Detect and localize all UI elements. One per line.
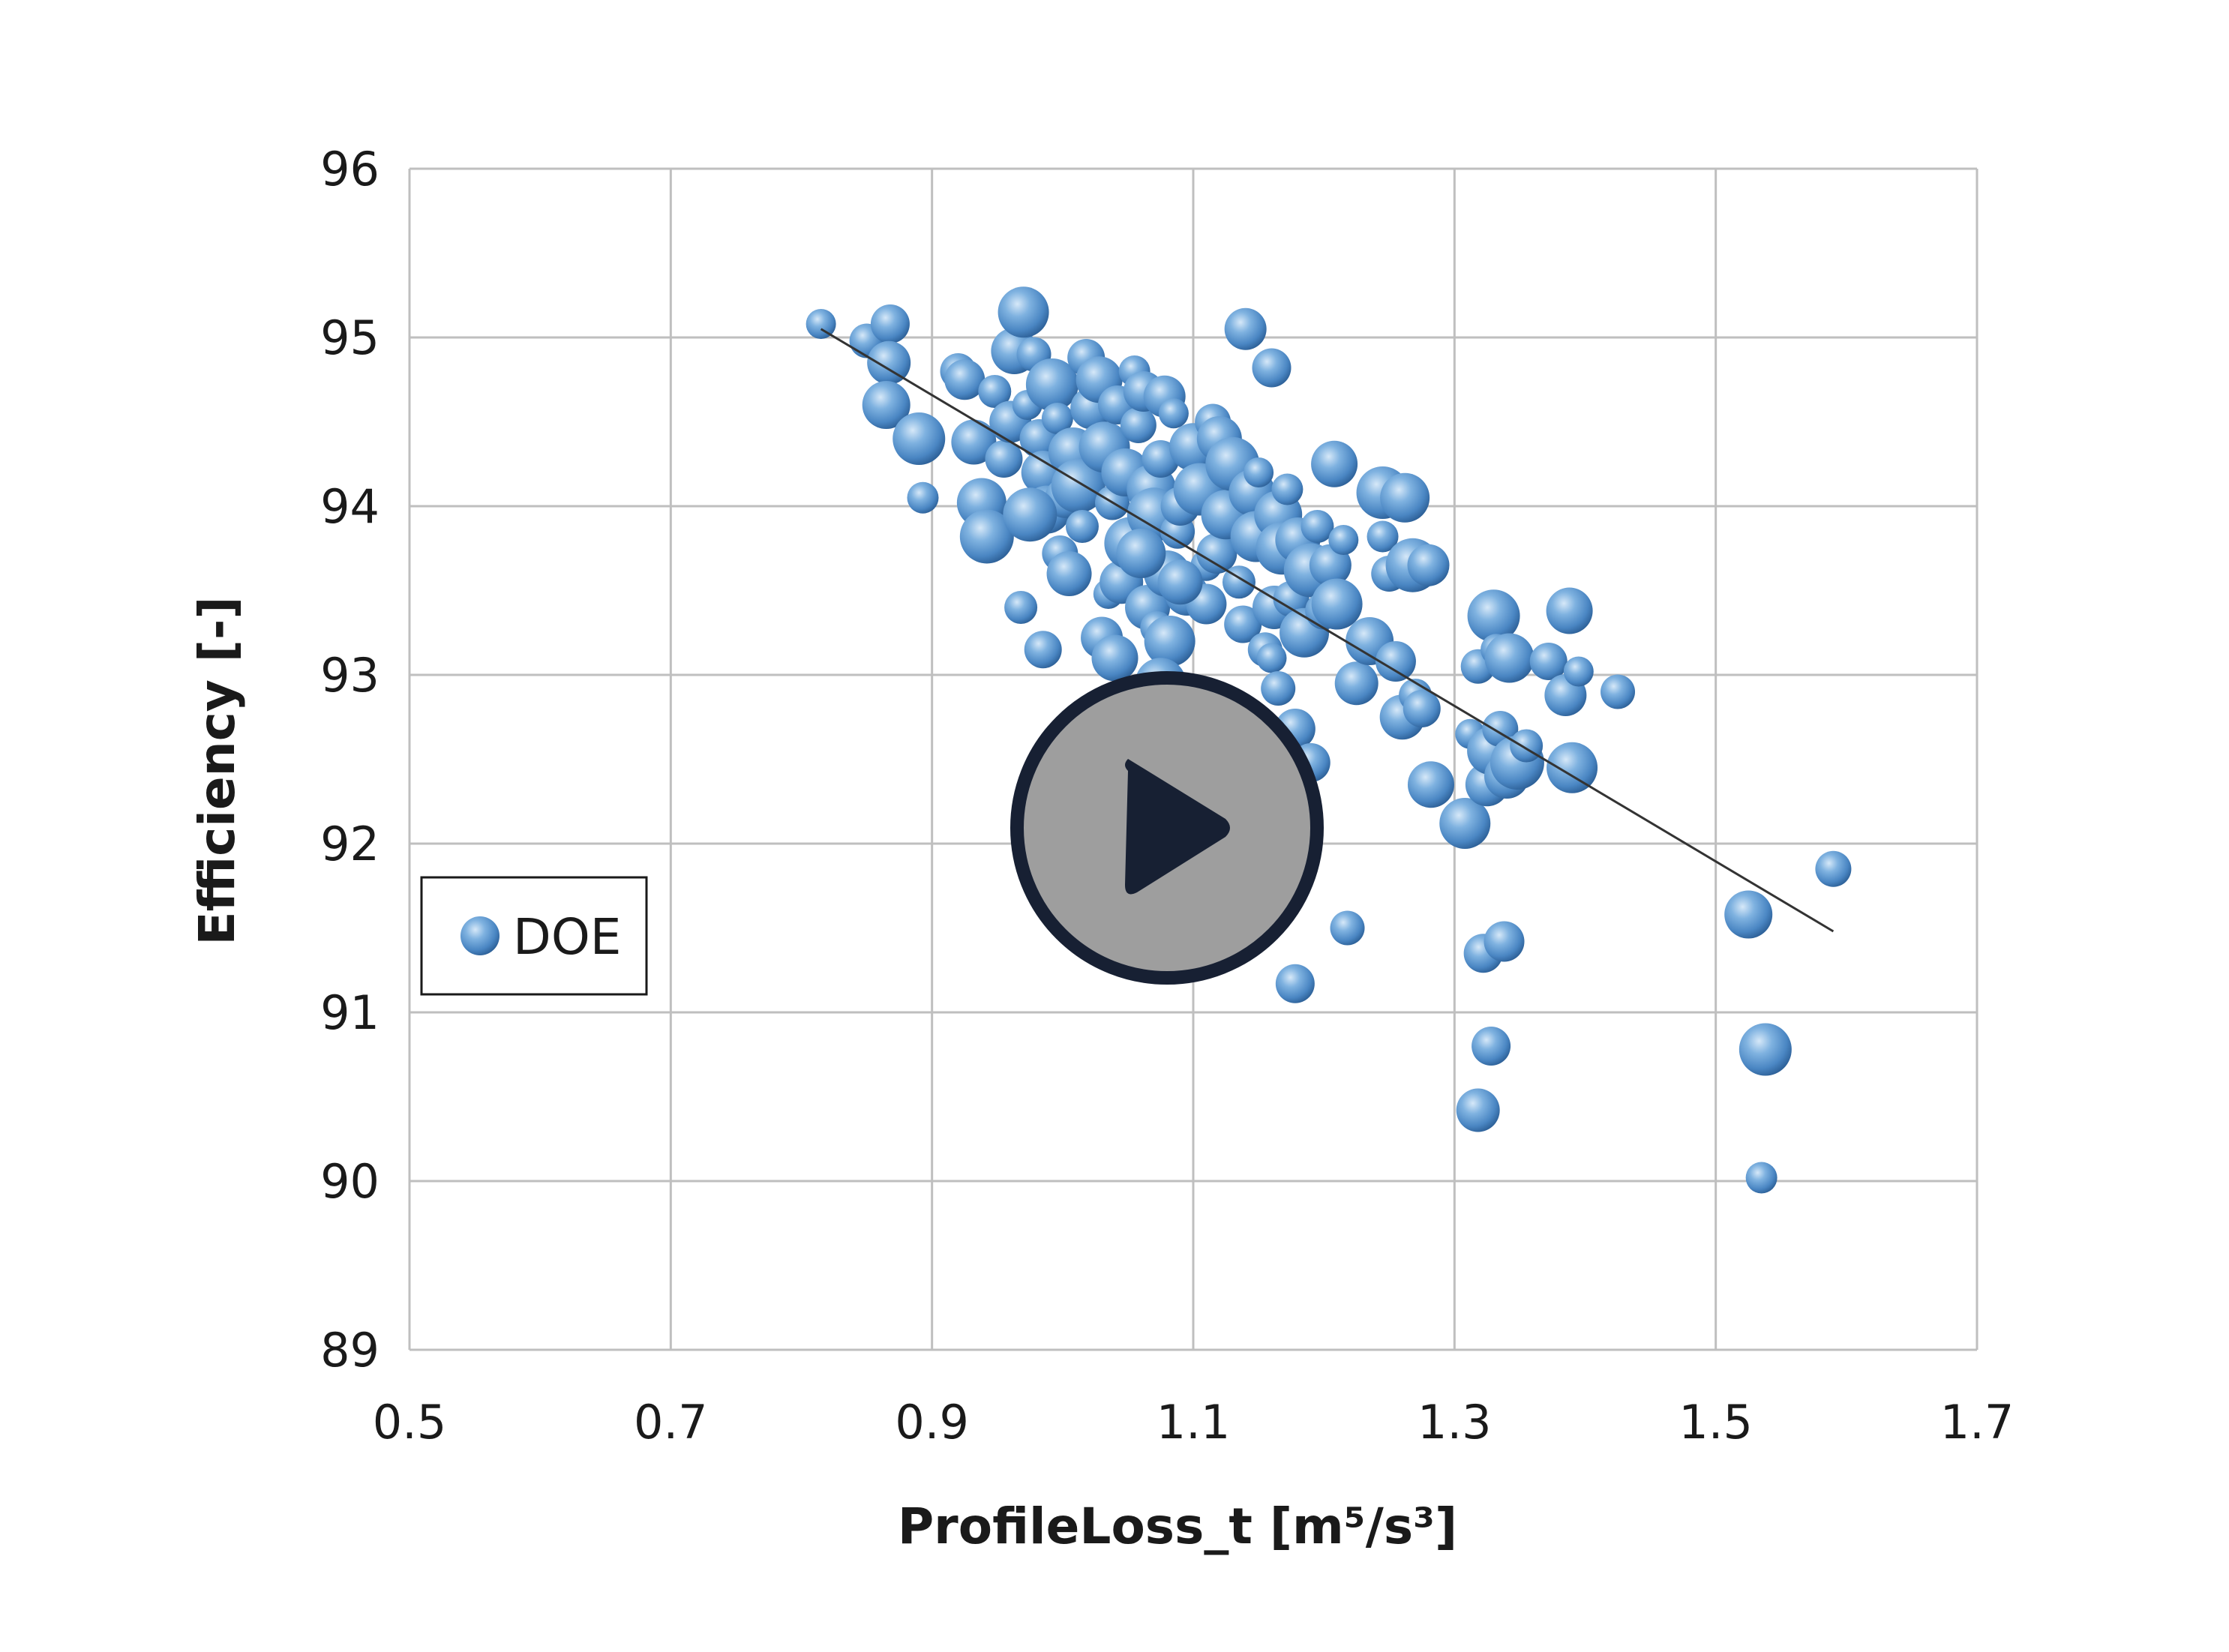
data-point <box>1407 761 1454 808</box>
data-point <box>1600 674 1636 709</box>
x-tick-label: 0.5 <box>373 1395 447 1450</box>
data-point <box>1065 510 1099 543</box>
data-point <box>1738 1023 1792 1076</box>
x-tick-label: 0.9 <box>895 1395 969 1450</box>
data-point <box>951 419 997 465</box>
legend-box <box>420 876 648 996</box>
y-axis-title: Efficiency [-] <box>188 596 246 945</box>
data-point <box>1484 921 1525 962</box>
data-point <box>1004 591 1038 624</box>
y-tick-label: 89 <box>320 1323 380 1378</box>
y-tick-label: 93 <box>320 648 380 703</box>
x-tick-label: 1.5 <box>1678 1395 1753 1450</box>
x-tick-label: 1.7 <box>1940 1395 2014 1450</box>
x-axis-title: ProfileLoss_t [m⁵/s³] <box>898 1498 1457 1555</box>
data-point <box>1046 551 1092 596</box>
x-tick-label: 1.3 <box>1418 1395 1492 1450</box>
data-point <box>998 286 1049 338</box>
data-point <box>1439 798 1491 849</box>
data-point <box>1334 661 1378 706</box>
data-point <box>1402 690 1441 727</box>
data-point <box>1546 587 1593 634</box>
data-point <box>1311 440 1358 487</box>
data-point <box>1252 348 1292 388</box>
legend: DOE <box>420 876 648 996</box>
data-point <box>1003 487 1058 542</box>
data-point <box>1328 525 1359 555</box>
trendline <box>820 328 1834 933</box>
data-points <box>806 286 1852 1194</box>
data-point <box>1275 964 1315 1003</box>
data-point <box>1311 578 1363 630</box>
data-point <box>985 440 1023 478</box>
data-point <box>1261 671 1296 706</box>
x-tick-label: 0.7 <box>634 1395 708 1450</box>
data-point <box>1407 544 1450 586</box>
data-point <box>1380 472 1430 523</box>
y-tick-label: 92 <box>320 817 380 871</box>
data-point <box>1529 643 1568 680</box>
data-point <box>1724 890 1773 939</box>
data-point <box>1467 589 1520 643</box>
data-point <box>870 304 910 343</box>
data-point <box>1024 631 1062 669</box>
x-tick-label: 1.1 <box>1156 1395 1231 1450</box>
data-point <box>1546 742 1598 793</box>
data-point <box>944 359 986 400</box>
data-point <box>1472 1027 1511 1066</box>
data-point <box>1158 398 1189 429</box>
data-point <box>1224 307 1267 350</box>
data-point <box>1256 643 1287 673</box>
data-point <box>1510 729 1544 763</box>
data-point <box>1091 634 1138 682</box>
data-point <box>1051 459 1106 513</box>
data-point <box>892 412 946 465</box>
legend-marker <box>460 916 500 955</box>
data-point <box>867 340 911 385</box>
data-point <box>907 481 939 514</box>
data-point <box>1116 529 1166 578</box>
data-point <box>1224 605 1262 643</box>
trendline-group <box>820 328 1834 933</box>
play-button[interactable] <box>1010 671 1324 985</box>
y-tick-label: 91 <box>320 985 380 1040</box>
data-point <box>978 375 1012 408</box>
data-point <box>1157 559 1203 605</box>
data-point <box>806 309 836 339</box>
data-point <box>1375 641 1416 682</box>
data-point <box>1745 1162 1778 1194</box>
y-tick-label: 96 <box>320 142 380 196</box>
data-point <box>1309 544 1352 586</box>
data-point <box>959 509 1014 564</box>
data-point <box>1456 1088 1500 1132</box>
y-tick-label: 95 <box>320 310 380 365</box>
play-icon[interactable] <box>1125 759 1230 895</box>
axes: 0.5 0.7 0.9 1.1 1.3 1.5 1.7 89 90 91 92 93 94 95 96 <box>320 142 2014 1450</box>
data-point <box>1300 510 1334 543</box>
data-point <box>1244 457 1274 487</box>
data-point <box>1120 407 1156 443</box>
data-point <box>1041 403 1073 434</box>
data-point <box>1144 616 1196 667</box>
data-point <box>1815 850 1852 887</box>
y-tick-label: 90 <box>320 1154 380 1209</box>
data-point <box>862 381 910 429</box>
data-point <box>1330 910 1365 946</box>
y-tick-label: 94 <box>320 479 380 534</box>
legend-label-doe: DOE <box>513 908 621 966</box>
data-point <box>1196 533 1238 574</box>
data-point <box>1025 358 1078 411</box>
data-point <box>1366 520 1399 553</box>
data-point <box>1484 633 1534 683</box>
data-point <box>1271 473 1304 505</box>
data-point <box>1563 656 1594 687</box>
